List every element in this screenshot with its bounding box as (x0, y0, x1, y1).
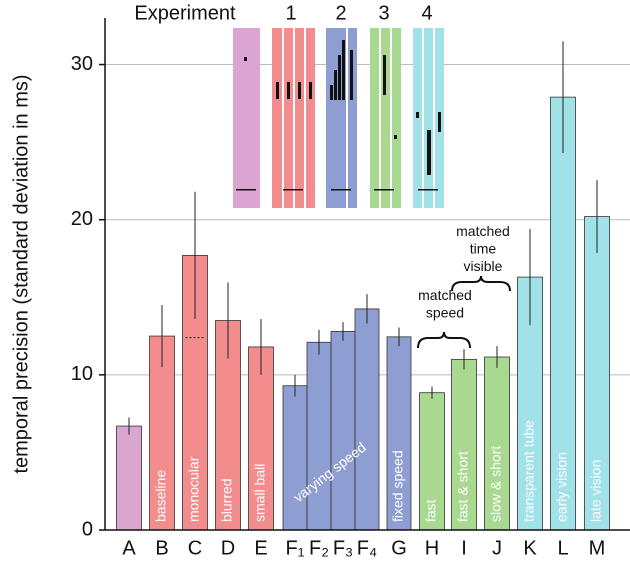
x-tick-label: F₁ (286, 537, 305, 559)
inset-label: 2 (335, 2, 346, 24)
bar-label: blurred (219, 478, 235, 522)
x-tick-label: M (589, 537, 606, 559)
y-tick-label: 20 (71, 208, 93, 230)
x-tick-label: A (122, 537, 136, 559)
brace (451, 275, 511, 292)
bar-label: baseline (153, 470, 169, 522)
x-tick-label: F₂ (309, 537, 329, 559)
x-tick-label: E (254, 537, 267, 559)
x-tick-label: B (155, 537, 168, 559)
bar-label: transparent tube (521, 420, 537, 522)
x-tick-label: C (188, 537, 202, 559)
bar (419, 392, 445, 531)
bar (354, 308, 380, 531)
bar (550, 96, 576, 531)
y-axis-label: temporal precision (standard deviation i… (10, 74, 32, 473)
bar-label: small ball (252, 464, 268, 522)
bar-label: slow & short (488, 446, 504, 522)
y-tick-label: 30 (71, 53, 93, 75)
bar-label: fixed speed (390, 450, 406, 522)
inset-stripes (282, 28, 435, 208)
brace (417, 331, 471, 349)
x-tick-label: D (221, 537, 235, 559)
x-tick-label: F₃ (333, 537, 353, 559)
x-tick-label: F₄ (357, 537, 377, 559)
x-tick-label: G (391, 537, 407, 559)
bar-label: fast (423, 499, 439, 522)
inset-title: Experiment (134, 2, 236, 24)
annotation: matched time visible (456, 223, 510, 274)
bars (116, 41, 610, 531)
x-tick-label: L (557, 537, 568, 559)
bar (330, 331, 356, 531)
bar (451, 358, 477, 531)
bar (116, 425, 142, 531)
bar (306, 341, 332, 531)
y-tick-label: 0 (82, 518, 93, 540)
bar (282, 385, 308, 531)
annotation: matched speed (418, 287, 472, 321)
insets: Experiment 1 2 3 4 (134, 2, 444, 208)
inset-label: 4 (421, 2, 432, 24)
bar-label: early vision (554, 452, 570, 522)
inset-label: 1 (285, 2, 296, 24)
bar (386, 336, 412, 531)
bar-label: monocular (186, 456, 202, 522)
annotations: matched speed matched time visible (417, 223, 511, 349)
inset-marks (236, 40, 441, 191)
bar-label: late vision (588, 460, 604, 522)
y-tick-label: 10 (71, 363, 93, 385)
x-tick-label: H (425, 537, 439, 559)
x-tick-label: I (461, 537, 467, 559)
x-tick-label: J (492, 537, 502, 559)
inset-label: 3 (378, 2, 389, 24)
x-tick-label: K (523, 537, 537, 559)
inset-panel (233, 28, 260, 208)
bar-label: fast & short (455, 451, 471, 522)
